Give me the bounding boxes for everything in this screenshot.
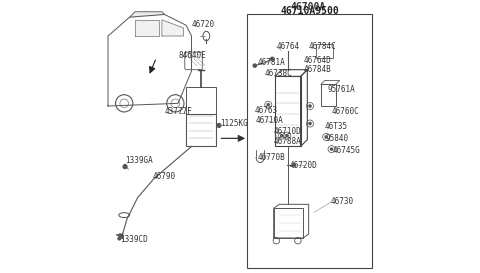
Circle shape <box>123 165 127 168</box>
Circle shape <box>309 123 311 124</box>
Text: 46710A: 46710A <box>256 116 283 125</box>
Text: 1339CD: 1339CD <box>120 235 148 244</box>
Text: 95840: 95840 <box>325 134 349 143</box>
Text: 95761A: 95761A <box>327 85 355 94</box>
Polygon shape <box>135 20 159 36</box>
Text: 46738C: 46738C <box>264 69 292 78</box>
Circle shape <box>331 148 333 150</box>
Bar <box>275 76 300 146</box>
Circle shape <box>286 135 288 137</box>
Polygon shape <box>162 20 183 36</box>
Text: 46760C: 46760C <box>332 107 360 116</box>
Text: 43777F: 43777F <box>165 107 192 116</box>
Text: 84640E: 84640E <box>178 51 206 60</box>
Text: 46T35: 46T35 <box>325 122 348 131</box>
Text: 46745G: 46745G <box>333 146 360 155</box>
Text: 46788A: 46788A <box>274 136 301 146</box>
Text: 46710D: 46710D <box>274 127 301 136</box>
Circle shape <box>281 135 283 137</box>
Text: 46784B: 46784B <box>303 65 331 74</box>
Text: 46764: 46764 <box>276 42 300 51</box>
Text: 46764D: 46764D <box>303 56 331 65</box>
Bar <box>321 84 336 106</box>
Circle shape <box>271 57 274 61</box>
Text: 46700A: 46700A <box>291 2 326 12</box>
Text: 1339GA: 1339GA <box>126 156 153 165</box>
Text: 46790: 46790 <box>153 172 176 181</box>
Polygon shape <box>130 12 165 17</box>
Text: 46770B: 46770B <box>258 153 286 162</box>
Circle shape <box>267 104 269 106</box>
Circle shape <box>119 234 121 237</box>
Text: 1125KG: 1125KG <box>220 119 248 128</box>
Text: 46763: 46763 <box>255 106 278 115</box>
Circle shape <box>292 164 296 167</box>
Circle shape <box>325 136 327 138</box>
Circle shape <box>217 124 221 127</box>
Circle shape <box>118 237 120 240</box>
Circle shape <box>309 105 311 107</box>
Bar <box>247 14 372 268</box>
Circle shape <box>253 64 256 67</box>
Text: 46730: 46730 <box>331 197 354 206</box>
Text: 46710A9500: 46710A9500 <box>281 6 339 16</box>
Text: 46720: 46720 <box>192 20 215 29</box>
Text: 46781A: 46781A <box>257 58 285 67</box>
Text: 46720D: 46720D <box>290 161 318 170</box>
Text: 46784C: 46784C <box>309 42 336 51</box>
